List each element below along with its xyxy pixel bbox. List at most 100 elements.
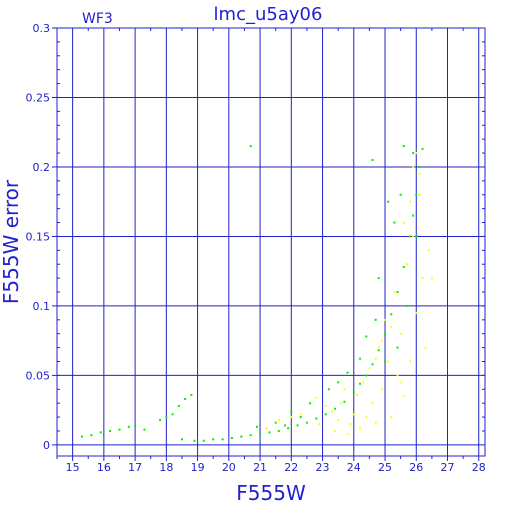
data-point-series-2 xyxy=(409,235,412,238)
data-point-series-1 xyxy=(352,413,355,416)
data-point-series-2 xyxy=(296,424,299,427)
data-points xyxy=(80,145,433,442)
data-point-series-2 xyxy=(99,431,102,434)
x-tick-label: 15 xyxy=(66,461,80,474)
data-point-series-2 xyxy=(393,221,396,224)
data-point-series-2 xyxy=(402,145,405,148)
data-point-series-2 xyxy=(230,436,233,439)
data-point-series-2 xyxy=(305,421,308,424)
data-point-series-1 xyxy=(365,416,368,419)
data-point-series-1 xyxy=(346,432,349,435)
data-point-series-1 xyxy=(374,421,377,424)
data-point-series-1 xyxy=(318,423,321,426)
data-point-series-1 xyxy=(277,418,280,421)
data-point-series-1 xyxy=(359,427,362,430)
data-point-series-1 xyxy=(399,381,402,384)
data-point-series-2 xyxy=(284,424,287,427)
data-point-series-2 xyxy=(377,349,380,352)
data-point-series-1 xyxy=(409,360,412,363)
data-point-series-2 xyxy=(402,266,405,269)
data-point-series-1 xyxy=(368,367,371,370)
data-point-series-1 xyxy=(430,277,433,280)
data-point-series-2 xyxy=(171,413,174,416)
data-point-series-2 xyxy=(396,346,399,349)
x-tick-label: 26 xyxy=(409,461,423,474)
x-tick-label: 16 xyxy=(97,461,111,474)
y-tick-label: 0.3 xyxy=(33,22,51,35)
x-tick-label: 18 xyxy=(159,461,173,474)
x-axis-label: F555W xyxy=(236,481,306,505)
data-point-series-2 xyxy=(221,438,224,441)
x-tick-label: 24 xyxy=(347,461,361,474)
data-point-series-1 xyxy=(371,402,374,405)
data-point-series-2 xyxy=(334,407,337,410)
data-point-series-1 xyxy=(418,172,421,175)
data-point-series-2 xyxy=(287,427,290,430)
x-tick-label: 21 xyxy=(253,461,267,474)
data-point-series-1 xyxy=(299,413,302,416)
data-point-series-2 xyxy=(193,439,196,442)
y-tick-label: 0.1 xyxy=(33,300,51,313)
data-point-series-1 xyxy=(405,263,408,266)
data-point-series-2 xyxy=(359,357,362,360)
data-point-series-2 xyxy=(255,425,258,428)
data-point-series-1 xyxy=(415,311,418,314)
data-point-series-1 xyxy=(390,416,393,419)
data-point-series-1 xyxy=(290,416,293,419)
data-point-series-2 xyxy=(80,435,83,438)
data-point-series-2 xyxy=(412,214,415,217)
data-point-series-2 xyxy=(240,435,243,438)
x-tick-label: 23 xyxy=(316,461,330,474)
data-point-series-2 xyxy=(277,429,280,432)
data-point-series-2 xyxy=(134,424,137,427)
data-point-series-2 xyxy=(405,304,408,307)
data-point-series-2 xyxy=(387,200,390,203)
data-point-series-1 xyxy=(349,423,352,426)
data-point-series-2 xyxy=(384,332,387,335)
data-point-series-1 xyxy=(412,165,415,168)
data-point-series-2 xyxy=(190,393,193,396)
data-point-series-2 xyxy=(274,421,277,424)
data-point-series-2 xyxy=(118,428,121,431)
data-point-series-2 xyxy=(390,313,393,316)
data-point-series-2 xyxy=(327,388,330,391)
data-point-series-2 xyxy=(249,434,252,437)
y-tick-label: 0.25 xyxy=(26,91,51,104)
data-point-series-2 xyxy=(159,418,162,421)
data-point-series-2 xyxy=(180,438,183,441)
data-point-series-1 xyxy=(409,200,412,203)
x-tick-label: 27 xyxy=(441,461,455,474)
data-point-series-1 xyxy=(324,404,327,407)
data-point-series-1 xyxy=(337,418,340,421)
data-point-series-2 xyxy=(371,363,374,366)
data-point-series-2 xyxy=(324,413,327,416)
data-point-series-1 xyxy=(334,429,337,432)
data-point-series-1 xyxy=(374,357,377,360)
plot-frame xyxy=(56,27,486,457)
data-point-series-1 xyxy=(380,339,383,342)
data-point-series-1 xyxy=(427,249,430,252)
data-point-series-1 xyxy=(315,396,318,399)
data-point-series-1 xyxy=(330,410,333,413)
data-point-series-1 xyxy=(424,346,427,349)
data-point-series-2 xyxy=(365,374,368,377)
data-point-series-2 xyxy=(384,360,387,363)
data-point-series-1 xyxy=(340,402,343,405)
data-point-series-2 xyxy=(365,335,368,338)
data-point-series-2 xyxy=(90,434,93,437)
x-tick-label: 20 xyxy=(222,461,236,474)
data-point-series-2 xyxy=(202,439,205,442)
data-point-series-2 xyxy=(415,235,418,238)
data-point-series-2 xyxy=(399,193,402,196)
data-point-series-2 xyxy=(165,416,168,419)
data-point-series-1 xyxy=(265,427,268,430)
data-point-series-1 xyxy=(396,374,399,377)
data-point-series-2 xyxy=(249,145,252,148)
data-point-series-2 xyxy=(352,391,355,394)
data-point-series-2 xyxy=(259,432,262,435)
data-point-series-1 xyxy=(355,393,358,396)
data-point-series-2 xyxy=(309,402,312,405)
data-point-series-1 xyxy=(421,277,424,280)
